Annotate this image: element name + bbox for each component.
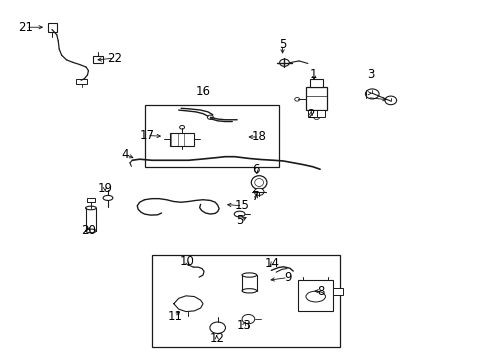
Circle shape (313, 115, 319, 120)
Text: 11: 11 (167, 310, 182, 324)
Text: 12: 12 (209, 332, 224, 345)
Text: 14: 14 (264, 257, 279, 270)
Circle shape (242, 315, 254, 324)
Bar (298, 280, 332, 311)
Ellipse shape (85, 229, 96, 233)
Text: 15: 15 (235, 199, 249, 212)
Ellipse shape (103, 195, 113, 201)
Text: 5: 5 (235, 215, 243, 228)
Ellipse shape (85, 206, 96, 210)
Text: 20: 20 (81, 224, 96, 238)
Bar (170, 133, 193, 145)
Text: 19: 19 (97, 182, 112, 195)
Circle shape (179, 126, 184, 129)
Text: 4: 4 (121, 148, 128, 161)
Circle shape (365, 89, 378, 99)
Bar (144, 105, 278, 167)
Text: 22: 22 (106, 51, 122, 64)
Circle shape (384, 96, 396, 105)
Text: 3: 3 (367, 68, 374, 81)
Circle shape (279, 59, 289, 66)
Circle shape (207, 115, 213, 120)
Bar (93, 56, 103, 63)
Circle shape (209, 322, 225, 333)
Ellipse shape (254, 179, 263, 186)
Text: 18: 18 (251, 130, 266, 144)
Text: 2: 2 (306, 108, 314, 121)
Bar (152, 255, 339, 347)
Text: 16: 16 (195, 85, 210, 98)
Ellipse shape (305, 291, 325, 302)
Bar (332, 288, 342, 295)
Bar (76, 79, 87, 84)
Text: 9: 9 (284, 271, 291, 284)
Bar (307, 110, 325, 117)
Bar (305, 87, 327, 110)
Bar (48, 23, 57, 32)
Text: 21: 21 (19, 21, 34, 34)
Text: 8: 8 (317, 285, 324, 298)
Text: 13: 13 (236, 319, 251, 332)
Text: 7: 7 (252, 190, 260, 203)
Text: 10: 10 (179, 255, 194, 268)
Text: 17: 17 (139, 129, 154, 142)
Text: 6: 6 (252, 163, 260, 176)
Text: 5: 5 (278, 38, 285, 51)
Ellipse shape (242, 273, 256, 277)
Ellipse shape (234, 211, 244, 217)
Bar (87, 198, 95, 202)
Ellipse shape (251, 176, 266, 189)
Ellipse shape (242, 289, 256, 293)
Circle shape (294, 98, 299, 101)
Circle shape (254, 188, 264, 195)
Bar (309, 79, 323, 87)
Text: 1: 1 (309, 68, 317, 81)
